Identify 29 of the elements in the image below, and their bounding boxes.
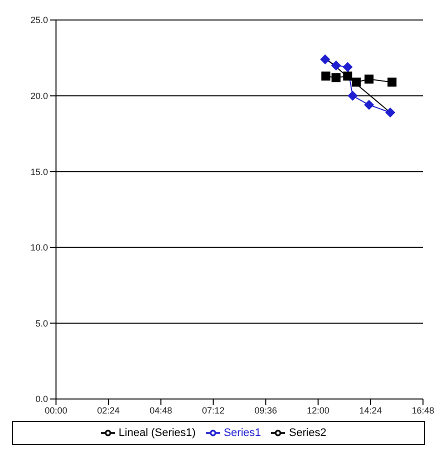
point (332, 73, 341, 82)
point (387, 78, 396, 87)
legend-label: Series1 (224, 426, 262, 439)
point (331, 60, 342, 70)
point (364, 100, 374, 110)
point (385, 107, 396, 118)
legend-label: Lineal (Series1) (118, 426, 196, 439)
y-tick-label: 20.0 (30, 90, 48, 101)
point (348, 90, 358, 101)
y-tick-label: 10.0 (30, 242, 48, 253)
point (343, 72, 352, 81)
point (342, 62, 353, 72)
legend-label: Series2 (289, 426, 326, 439)
y-tick-label: 15.0 (30, 166, 48, 177)
point (352, 78, 361, 87)
y-tick-label: 25.0 (30, 15, 48, 26)
x-tick-label: 00:00 (44, 405, 68, 416)
point (321, 72, 330, 81)
x-tick-label: 04:48 (150, 405, 172, 416)
x-tick-label: 14:24 (359, 405, 382, 416)
y-tick-label: 0.0 (35, 394, 48, 404)
y-tick-label: 5.0 (35, 318, 48, 328)
x-tick-label: 12:00 (306, 405, 330, 416)
point (364, 74, 374, 84)
x-tick-label: 02:24 (97, 405, 120, 416)
x-tick-label: 09:36 (254, 405, 277, 416)
x-tick-label: 16:48 (412, 405, 434, 416)
x-tick-label: 07:12 (202, 405, 225, 416)
point (320, 54, 330, 64)
